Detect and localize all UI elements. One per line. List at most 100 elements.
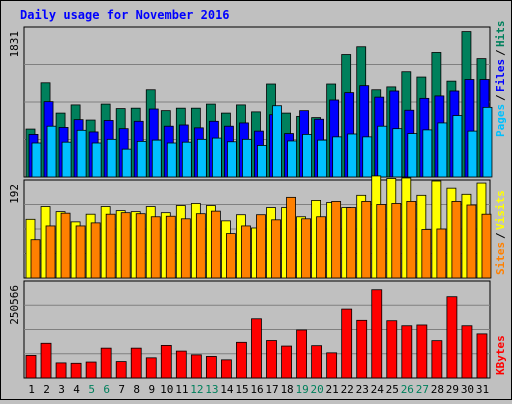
bar-kbytes-day-14 [221, 359, 232, 379]
bar-pages-day-27 [422, 129, 433, 178]
bar-pages-day-28 [437, 122, 448, 178]
bar-kbytes-day-31 [476, 333, 488, 379]
bar-pages-day-14 [227, 141, 237, 178]
hits-files-pages-ymax-label: 1831 [8, 31, 21, 58]
day-label-17: 17 [265, 383, 278, 396]
bar-kbytes-day-29 [446, 296, 458, 379]
bar-sites-day-27 [421, 229, 432, 279]
day-label-3: 3 [58, 383, 65, 396]
visits-sites-ymax-label: 192 [8, 184, 21, 204]
day-label-6: 6 [103, 383, 110, 396]
bar-kbytes-day-30 [461, 325, 473, 379]
bar-pages-day-26 [407, 133, 418, 178]
bar-sites-day-13 [210, 210, 221, 279]
bar-kbytes-day-24 [371, 289, 383, 379]
day-label-4: 4 [73, 383, 80, 396]
bar-sites-day-28 [436, 228, 447, 279]
bar-kbytes-day-5 [85, 361, 97, 379]
legend-separator: / [494, 232, 507, 239]
bar-sites-day-24 [376, 204, 387, 279]
bar-pages-day-1 [31, 142, 42, 178]
bar-sites-day-15 [241, 225, 251, 279]
bar-sites-day-25 [391, 203, 402, 279]
bar-sites-day-7 [120, 212, 131, 279]
bar-sites-day-19 [301, 218, 311, 279]
bar-kbytes-day-15 [236, 341, 247, 379]
bar-sites-day-16 [256, 214, 266, 279]
day-label-1: 1 [28, 383, 35, 396]
day-label-11: 11 [175, 383, 188, 396]
bar-kbytes-day-7 [115, 361, 127, 379]
bar-pages-day-7 [121, 148, 132, 178]
day-label-15: 15 [235, 383, 248, 396]
bar-kbytes-day-19 [296, 329, 307, 379]
bar-kbytes-day-18 [281, 345, 292, 379]
bar-sites-day-18 [286, 196, 296, 279]
bar-sites-day-2 [45, 225, 56, 279]
bar-kbytes-day-12 [190, 354, 202, 379]
day-label-16: 16 [250, 383, 263, 396]
legend-kbytes: KBytes [494, 335, 507, 375]
day-label-18: 18 [280, 383, 293, 396]
bar-kbytes-day-23 [356, 319, 368, 379]
bar-kbytes-day-9 [145, 357, 157, 379]
legend-hits: Hits [494, 21, 507, 48]
bar-sites-day-23 [361, 201, 372, 279]
bar-pages-day-31 [482, 106, 493, 178]
day-label-25: 25 [386, 383, 399, 396]
bar-pages-day-9 [151, 139, 162, 178]
bar-pages-day-21 [332, 136, 343, 178]
day-label-9: 9 [148, 383, 155, 396]
bar-sites-day-30 [466, 204, 477, 279]
bar-kbytes-day-6 [100, 347, 112, 379]
day-label-21: 21 [326, 383, 339, 396]
bar-kbytes-day-21 [326, 352, 338, 379]
bar-pages-day-24 [377, 125, 388, 178]
bar-sites-day-6 [105, 213, 116, 279]
legend-files: Files [494, 59, 507, 92]
day-label-31: 31 [476, 383, 489, 396]
day-label-2: 2 [43, 383, 50, 396]
bar-sites-day-12 [195, 213, 206, 279]
day-label-22: 22 [341, 383, 354, 396]
day-label-5: 5 [88, 383, 95, 396]
bar-sites-day-29 [451, 201, 462, 279]
day-label-10: 10 [160, 383, 173, 396]
bar-sites-day-8 [135, 213, 146, 279]
bar-pages-day-3 [61, 141, 72, 178]
bar-sites-day-9 [150, 216, 161, 279]
bar-kbytes-day-1 [25, 355, 37, 379]
bar-pages-day-6 [106, 138, 117, 178]
day-label-7: 7 [118, 383, 125, 396]
bar-pages-day-11 [181, 141, 192, 178]
bar-kbytes-day-26 [401, 325, 413, 379]
day-label-13: 13 [205, 383, 218, 396]
bar-pages-day-20 [317, 139, 328, 178]
bar-pages-day-29 [452, 115, 463, 178]
bar-kbytes-day-20 [311, 345, 323, 379]
bar-sites-day-22 [346, 207, 357, 279]
bar-sites-day-10 [165, 215, 176, 279]
day-label-12: 12 [190, 383, 203, 396]
bar-pages-day-2 [46, 125, 57, 178]
bar-kbytes-day-17 [266, 340, 277, 379]
day-label-29: 29 [446, 383, 459, 396]
bar-kbytes-day-8 [130, 347, 142, 379]
bar-sites-day-20 [316, 216, 327, 279]
bar-sites-day-5 [90, 222, 101, 279]
day-label-26: 26 [401, 383, 414, 396]
bar-kbytes-day-2 [40, 342, 52, 379]
chart-title: Daily usage for November 2016 [20, 8, 230, 22]
bar-kbytes-day-13 [205, 356, 217, 379]
legend-pages: Pages [494, 104, 507, 137]
bar-sites-day-1 [30, 239, 41, 279]
bar-pages-day-5 [91, 142, 102, 178]
bar-kbytes-day-3 [55, 362, 67, 379]
day-label-23: 23 [356, 383, 369, 396]
bar-pages-day-30 [467, 130, 478, 178]
bar-pages-day-19 [302, 134, 312, 178]
bar-sites-day-21 [331, 201, 342, 279]
bar-pages-day-22 [347, 133, 358, 178]
day-label-14: 14 [220, 383, 234, 396]
